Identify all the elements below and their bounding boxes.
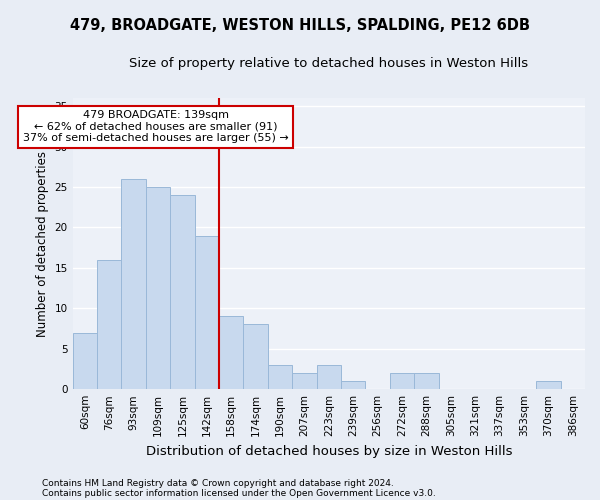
Title: Size of property relative to detached houses in Weston Hills: Size of property relative to detached ho…: [129, 58, 529, 70]
Bar: [244, 324, 268, 389]
Bar: [317, 365, 341, 389]
X-axis label: Distribution of detached houses by size in Weston Hills: Distribution of detached houses by size …: [146, 444, 512, 458]
Bar: [414, 373, 439, 389]
Bar: [194, 236, 219, 389]
Bar: [219, 316, 244, 389]
Text: 479, BROADGATE, WESTON HILLS, SPALDING, PE12 6DB: 479, BROADGATE, WESTON HILLS, SPALDING, …: [70, 18, 530, 32]
Bar: [73, 332, 97, 389]
Bar: [121, 179, 146, 389]
Bar: [97, 260, 121, 389]
Bar: [268, 365, 292, 389]
Text: 479 BROADGATE: 139sqm
← 62% of detached houses are smaller (91)
37% of semi-deta: 479 BROADGATE: 139sqm ← 62% of detached …: [23, 110, 289, 144]
Bar: [390, 373, 414, 389]
Bar: [341, 381, 365, 389]
Bar: [170, 195, 194, 389]
Bar: [536, 381, 560, 389]
Y-axis label: Number of detached properties: Number of detached properties: [36, 150, 49, 336]
Text: Contains public sector information licensed under the Open Government Licence v3: Contains public sector information licen…: [42, 488, 436, 498]
Bar: [146, 187, 170, 389]
Text: Contains HM Land Registry data © Crown copyright and database right 2024.: Contains HM Land Registry data © Crown c…: [42, 478, 394, 488]
Bar: [292, 373, 317, 389]
